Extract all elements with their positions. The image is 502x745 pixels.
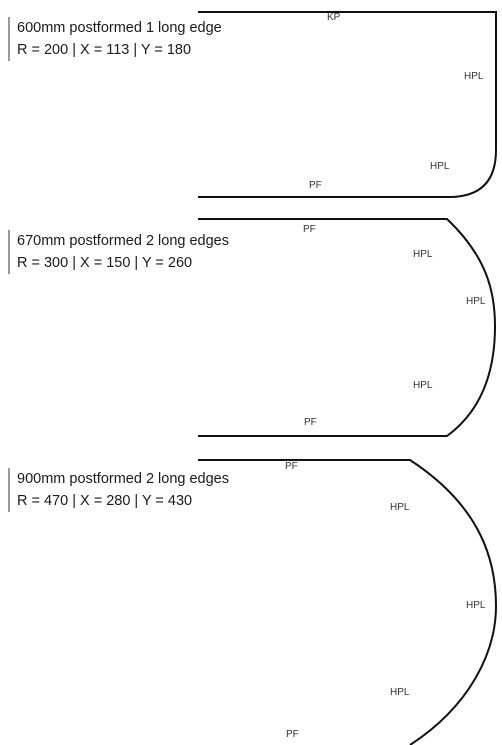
edge-label-hpl-lower: HPL bbox=[413, 380, 433, 391]
caption-900mm: 900mm postformed 2 long edges R = 470 | … bbox=[8, 468, 229, 512]
edge-label-hpl-middle: HPL bbox=[466, 600, 486, 611]
panel-specs: R = 200 | X = 113 | Y = 180 bbox=[17, 42, 192, 58]
worktop-outline-900mm bbox=[198, 459, 498, 745]
edge-label-hpl-upper: HPL bbox=[413, 249, 433, 260]
panel-title: 900mm postformed 2 long edges bbox=[17, 471, 229, 487]
edge-label-pf-bottom: PF bbox=[286, 729, 299, 740]
edge-label-pf-top: PF bbox=[303, 224, 316, 235]
panel-900mm: PF HPL HPL HPL PF 900mm postformed 2 lon… bbox=[0, 450, 502, 745]
panel-title: 670mm postformed 2 long edges bbox=[17, 233, 229, 249]
caption-600mm: 600mm postformed 1 long edge R = 200 | X… bbox=[8, 17, 222, 61]
worktop-outline-670mm bbox=[198, 218, 497, 437]
panel-670mm: PF HPL HPL HPL PF 670mm postformed 2 lon… bbox=[0, 210, 502, 450]
worktop-shape-670mm: PF HPL HPL HPL PF bbox=[198, 218, 497, 437]
edge-label-pf-bottom: PF bbox=[304, 417, 317, 428]
panel-specs: R = 470 | X = 280 | Y = 430 bbox=[17, 493, 193, 509]
caption-670mm: 670mm postformed 2 long edges R = 300 | … bbox=[8, 230, 229, 274]
edge-label-kp: KP bbox=[327, 12, 341, 23]
worktop-shape-600mm: KP HPL HPL PF bbox=[198, 11, 497, 198]
panel-title: 600mm postformed 1 long edge bbox=[17, 20, 222, 36]
edge-label-hpl-middle: HPL bbox=[466, 296, 486, 307]
worktop-outline-600mm bbox=[198, 11, 497, 198]
edge-label-hpl-upper: HPL bbox=[464, 71, 484, 82]
panel-600mm: KP HPL HPL PF 600mm postformed 1 long ed… bbox=[0, 0, 502, 210]
panel-specs: R = 300 | X = 150 | Y = 260 bbox=[17, 255, 193, 271]
worktop-shape-900mm: PF HPL HPL HPL PF bbox=[198, 459, 498, 745]
edge-label-pf-top: PF bbox=[285, 461, 298, 472]
edge-label-hpl-upper: HPL bbox=[390, 502, 410, 513]
edge-label-pf-bottom: PF bbox=[309, 180, 322, 191]
edge-label-hpl-lower: HPL bbox=[390, 687, 410, 698]
edge-label-hpl-lower: HPL bbox=[430, 161, 450, 172]
